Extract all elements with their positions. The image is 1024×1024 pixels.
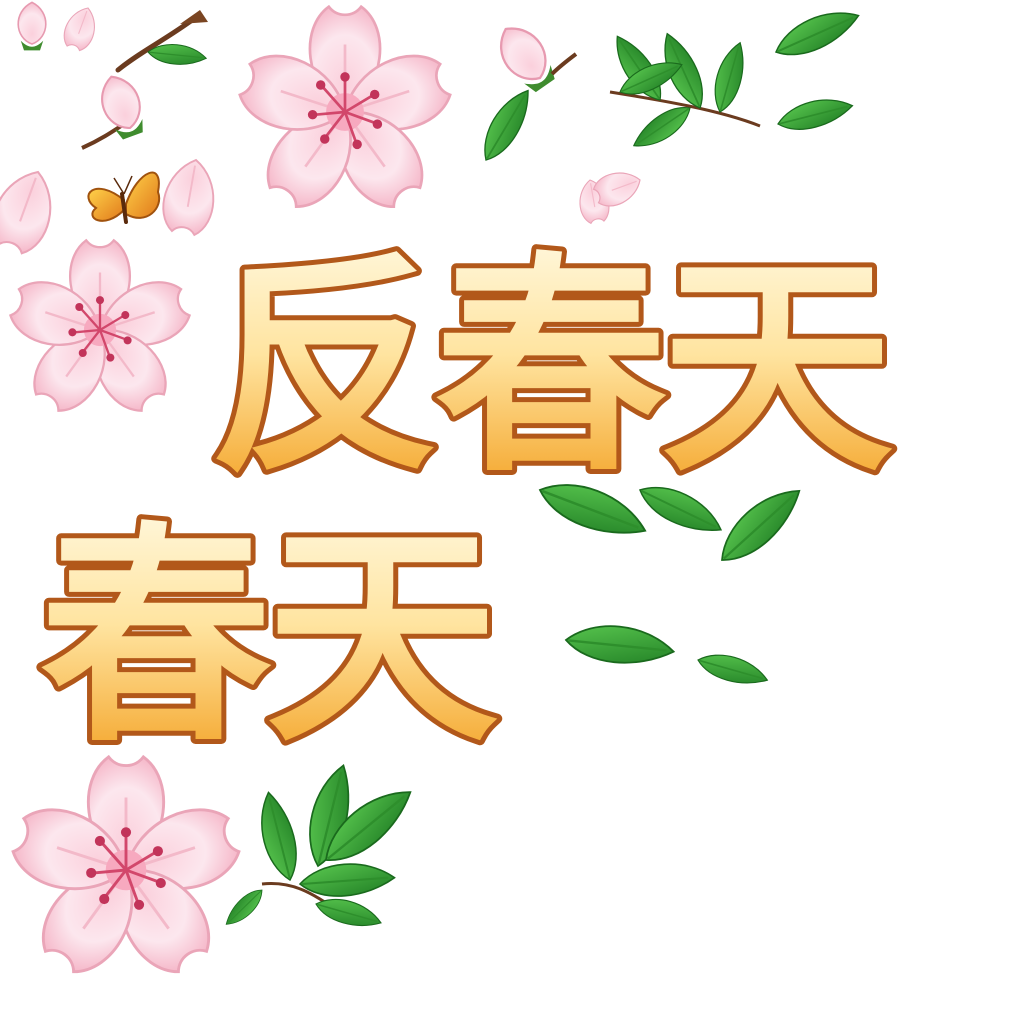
leaf-branch-icon [606,27,761,155]
title-text-line-2: 春天 [40,503,498,773]
leaf-icon [774,93,856,135]
leaf-icon [768,2,866,64]
leaf-icon [471,82,542,167]
leaf-icon [562,616,678,674]
cherry-bud-icon [81,69,151,150]
leaf-icon [694,644,772,695]
title-line-1: 反春天 [204,228,904,508]
cherry-petal-icon [0,161,65,260]
leaf-branch-icon [115,10,209,73]
cherry-bud-icon [17,1,47,52]
cherry-bud-icon [488,16,578,99]
title-line-2: 春天 [35,498,509,778]
butterfly-icon [87,171,161,224]
cherry-petal-icon [59,2,102,54]
cherry-petal-icon [157,154,222,239]
cherry-blossom-icon [5,240,194,420]
title-text-line-1: 反春天 [209,233,893,503]
cherry-blossom-icon [7,757,245,984]
cherry-blossom-icon [234,7,456,218]
leaf-branch-icon [219,759,424,936]
